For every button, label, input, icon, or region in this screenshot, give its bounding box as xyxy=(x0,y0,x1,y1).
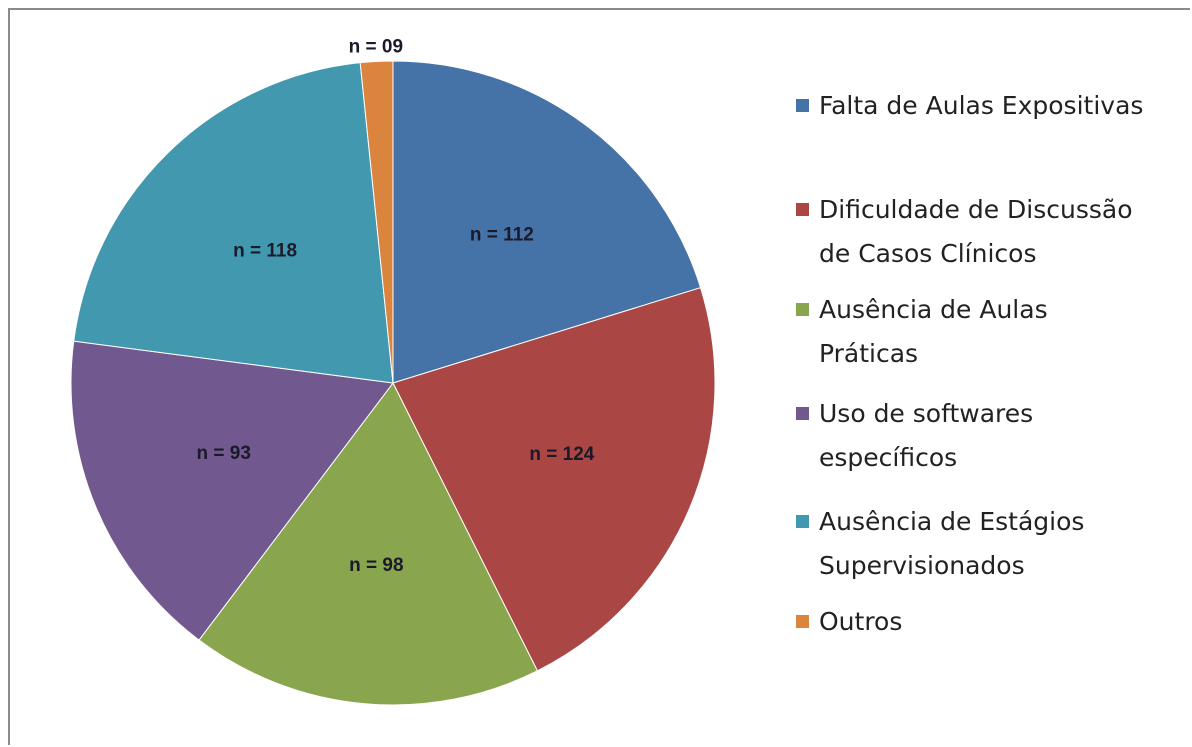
legend-entry: Falta de Aulas Expositivas xyxy=(796,84,1143,128)
slice-label: n = 118 xyxy=(233,240,297,261)
slice-label: n = 09 xyxy=(349,36,403,57)
slice-label: n = 98 xyxy=(349,555,403,576)
pie-slice xyxy=(70,340,394,641)
slice-label: n = 93 xyxy=(197,443,251,464)
legend-swatch xyxy=(796,99,809,112)
legend-swatch xyxy=(796,203,809,216)
legend-entry: Uso de softwares específicos xyxy=(796,392,1146,480)
legend-label: Falta de Aulas Expositivas xyxy=(819,91,1144,120)
legend-entry: Ausência de Aulas Práticas xyxy=(796,288,1146,376)
legend-swatch xyxy=(796,407,809,420)
legend-label: Ausência de Aulas Práticas xyxy=(819,295,1048,368)
legend-swatch xyxy=(796,303,809,316)
legend-label: Ausência de Estágios Supervisionados xyxy=(819,507,1085,580)
legend-swatch xyxy=(796,615,809,628)
slice-label: n = 112 xyxy=(470,224,534,245)
chart: n = 112 n = 124 n = 98 n = 93 n = 118 n = 09 xyxy=(70,36,716,706)
legend-entry: Outros xyxy=(796,600,902,644)
legend-entry: Dificuldade de Discussão de Casos Clínic… xyxy=(796,188,1146,276)
pie-slice xyxy=(359,60,394,384)
frame xyxy=(8,8,1190,745)
pie-slice xyxy=(392,60,702,384)
legend-swatch xyxy=(796,515,809,528)
pie-slice xyxy=(392,287,716,672)
pie-slice xyxy=(73,62,394,384)
slice-label: n = 124 xyxy=(529,444,594,465)
pie-slice xyxy=(198,382,539,706)
legend-entry: Ausência de Estágios Supervisionados xyxy=(796,500,1146,588)
legend-label: Outros xyxy=(819,607,903,636)
legend-label: Uso de softwares específicos xyxy=(819,399,1034,472)
legend-label: Dificuldade de Discussão de Casos Clínic… xyxy=(819,195,1133,268)
